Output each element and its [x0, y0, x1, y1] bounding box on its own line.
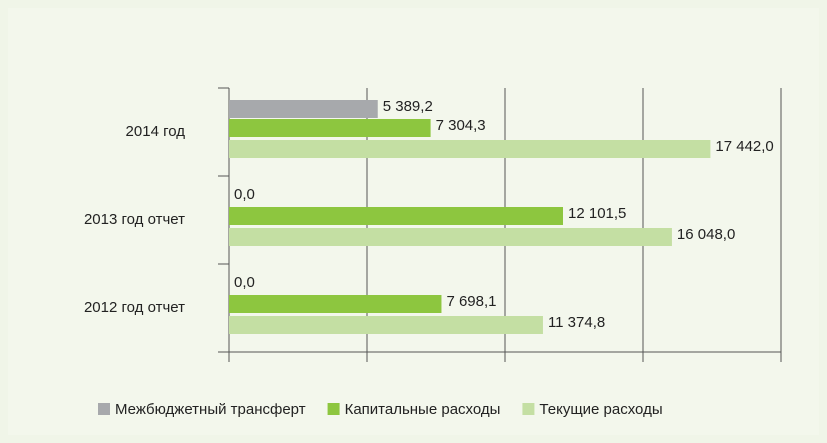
bar	[229, 295, 442, 313]
data-label: 7 698,1	[446, 293, 496, 310]
data-label: 5 389,2	[383, 98, 433, 115]
bar	[229, 207, 564, 225]
legend-label: Капитальные расходы	[345, 401, 501, 418]
bar	[229, 100, 378, 118]
data-label: 12 101,5	[568, 205, 626, 222]
legend-swatch	[522, 403, 535, 415]
bar	[229, 119, 431, 137]
y-tick-label: 2012 год отчет	[84, 299, 185, 316]
data-label: 7 304,3	[436, 117, 486, 134]
bar	[229, 316, 543, 334]
bar	[229, 140, 711, 158]
legend-swatch	[98, 403, 110, 415]
legend-label: Межбюджетный трансферт	[115, 401, 306, 418]
data-label: 11 374,8	[548, 314, 605, 331]
y-tick-label: 2014 год	[126, 123, 186, 140]
bar	[229, 228, 672, 246]
data-label: 0,0	[234, 186, 255, 203]
data-label: 0,0	[234, 274, 255, 291]
y-tick-label: 2013 год отчет	[84, 211, 185, 228]
legend-swatch	[327, 403, 340, 415]
data-label: 17 442,0	[715, 138, 773, 155]
data-label: 16 048,0	[677, 226, 735, 243]
legend-label: Текущие расходы	[539, 401, 662, 418]
